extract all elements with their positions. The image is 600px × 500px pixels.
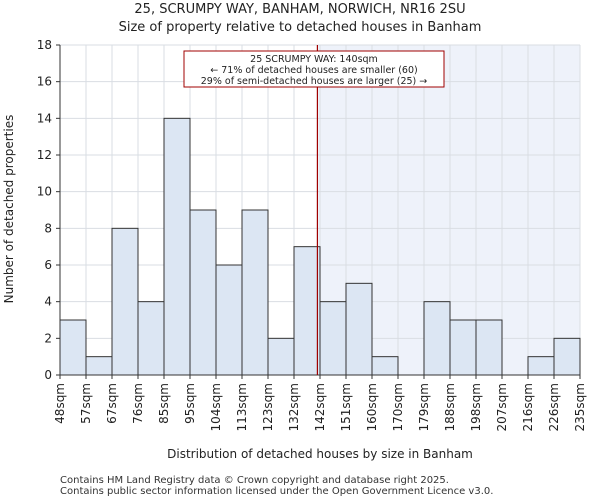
x-tick-label: 207sqm — [495, 383, 509, 431]
x-tick-label: 160sqm — [365, 383, 379, 431]
x-axis-label: Distribution of detached houses by size … — [167, 447, 473, 461]
annotation-box — [183, 50, 445, 88]
bar-104sqm — [215, 264, 243, 376]
annotation-line-1: 25 SCRUMPY WAY: 140sqm — [250, 54, 378, 65]
y-tick-label: 10 — [37, 185, 52, 199]
bar-123sqm — [267, 337, 295, 376]
y-axis-label: Number of detached properties — [2, 115, 16, 304]
bar-85sqm — [163, 117, 191, 376]
bar-142sqm — [319, 301, 347, 376]
y-tick-label: 6 — [44, 258, 52, 272]
bar-132sqm — [293, 246, 321, 376]
x-tick-label: 104sqm — [209, 383, 223, 431]
bar-76sqm — [137, 301, 165, 376]
y-tick-label: 8 — [44, 221, 52, 235]
x-tick-label: 76sqm — [131, 383, 145, 424]
x-tick-label: 113sqm — [235, 383, 249, 431]
x-tick-label: 188sqm — [443, 383, 457, 431]
y-tick-label: 18 — [37, 38, 52, 52]
y-tick-label: 4 — [44, 295, 52, 309]
x-tick-label: 85sqm — [157, 383, 171, 424]
x-tick-label: 235sqm — [573, 383, 587, 431]
y-tick-label: 12 — [37, 148, 52, 162]
bar-216sqm — [527, 356, 555, 376]
x-tick-label: 123sqm — [261, 383, 275, 431]
y-tick-label: 14 — [37, 111, 52, 125]
bar-113sqm — [241, 209, 269, 376]
y-tick-label: 16 — [37, 75, 52, 89]
x-tick-label: 151sqm — [339, 383, 353, 431]
x-tick-label: 198sqm — [469, 383, 483, 431]
bar-179sqm — [423, 301, 451, 376]
x-tick-label: 216sqm — [521, 383, 535, 431]
x-tick-label: 226sqm — [547, 383, 561, 431]
y-tick-label: 0 — [44, 368, 52, 382]
bar-57sqm — [85, 356, 113, 376]
x-tick-label: 132sqm — [287, 383, 301, 431]
bar-226sqm — [553, 337, 581, 376]
x-tick-label: 170sqm — [391, 383, 405, 431]
annotation-line-3: 29% of semi-detached houses are larger (… — [201, 76, 428, 87]
x-tick-label: 179sqm — [417, 383, 431, 431]
x-tick-label: 48sqm — [53, 383, 67, 424]
chart-subtitle: Size of property relative to detached ho… — [119, 20, 482, 35]
bar-67sqm — [111, 227, 139, 376]
bar-95sqm — [189, 209, 217, 376]
bar-198sqm — [475, 319, 503, 376]
x-tick-label: 95sqm — [183, 383, 197, 424]
chart-title: 25, SCRUMPY WAY, BANHAM, NORWICH, NR16 2… — [134, 2, 465, 17]
bar-151sqm — [345, 282, 373, 376]
bar-48sqm — [59, 319, 87, 376]
y-tick-label: 2 — [44, 331, 52, 345]
x-tick-label: 57sqm — [79, 383, 93, 424]
footer-line-2: Contains public sector information licen… — [60, 486, 493, 497]
bar-188sqm — [449, 319, 477, 376]
x-tick-label: 142sqm — [313, 383, 327, 431]
bar-160sqm — [371, 356, 399, 376]
footer-line-1: Contains HM Land Registry data © Crown c… — [60, 475, 449, 486]
x-tick-label: 67sqm — [105, 383, 119, 424]
annotation-line-2: ← 71% of detached houses are smaller (60… — [210, 65, 417, 76]
